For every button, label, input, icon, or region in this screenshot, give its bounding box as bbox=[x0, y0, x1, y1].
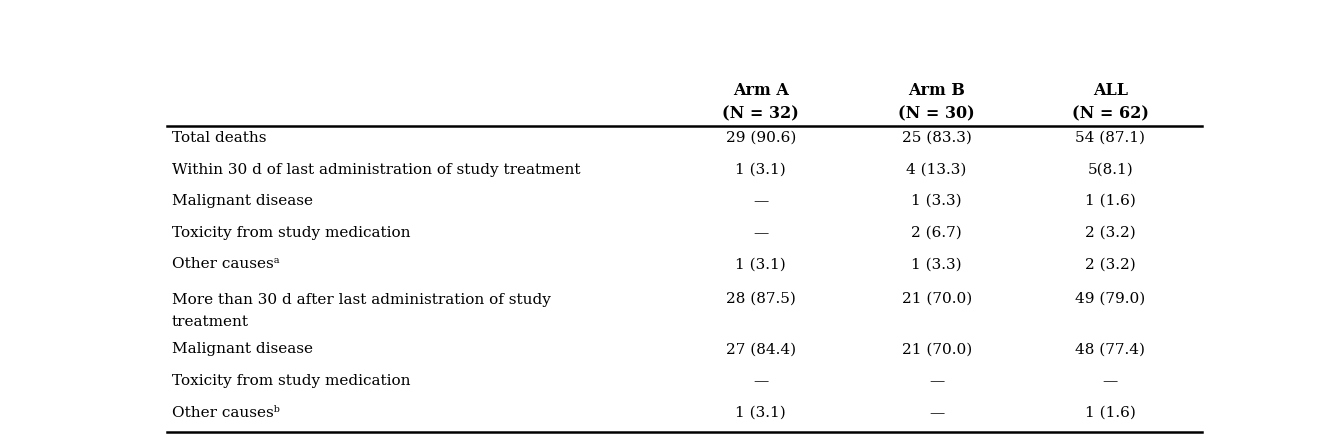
Text: —: — bbox=[753, 226, 769, 239]
Text: 1 (1.6): 1 (1.6) bbox=[1085, 406, 1136, 420]
Text: 1 (3.3): 1 (3.3) bbox=[912, 257, 963, 271]
Text: —: — bbox=[929, 406, 944, 420]
Text: 48 (77.4): 48 (77.4) bbox=[1076, 343, 1145, 356]
Text: 1 (1.6): 1 (1.6) bbox=[1085, 194, 1136, 208]
Text: 49 (79.0): 49 (79.0) bbox=[1075, 292, 1145, 306]
Text: 25 (83.3): 25 (83.3) bbox=[901, 131, 972, 145]
Text: Malignant disease: Malignant disease bbox=[172, 343, 312, 356]
Text: 54 (87.1): 54 (87.1) bbox=[1076, 131, 1145, 145]
Text: 21 (70.0): 21 (70.0) bbox=[901, 343, 972, 356]
Text: More than 30 d after last administration of study: More than 30 d after last administration… bbox=[172, 293, 551, 307]
Text: 2 (6.7): 2 (6.7) bbox=[912, 226, 963, 239]
Text: —: — bbox=[929, 374, 944, 388]
Text: ALL: ALL bbox=[1093, 82, 1128, 99]
Text: Toxicity from study medication: Toxicity from study medication bbox=[172, 226, 411, 239]
Text: 28 (87.5): 28 (87.5) bbox=[726, 292, 796, 306]
Text: 29 (90.6): 29 (90.6) bbox=[725, 131, 796, 145]
Text: Total deaths: Total deaths bbox=[172, 131, 267, 145]
Text: Other causesᵃ: Other causesᵃ bbox=[172, 257, 280, 271]
Text: Arm B: Arm B bbox=[908, 82, 965, 99]
Text: 21 (70.0): 21 (70.0) bbox=[901, 292, 972, 306]
Text: treatment: treatment bbox=[172, 315, 250, 329]
Text: 5(8.1): 5(8.1) bbox=[1088, 162, 1133, 176]
Text: 1 (3.1): 1 (3.1) bbox=[736, 257, 786, 271]
Text: Other causesᵇ: Other causesᵇ bbox=[172, 406, 280, 420]
Text: 2 (3.2): 2 (3.2) bbox=[1085, 226, 1136, 239]
Text: —: — bbox=[753, 374, 769, 388]
Text: Malignant disease: Malignant disease bbox=[172, 194, 312, 208]
Text: 27 (84.4): 27 (84.4) bbox=[726, 343, 796, 356]
Text: 2 (3.2): 2 (3.2) bbox=[1085, 257, 1136, 271]
Text: 1 (3.3): 1 (3.3) bbox=[912, 194, 963, 208]
Text: (N = 32): (N = 32) bbox=[722, 105, 800, 123]
Text: Within 30 d of last administration of study treatment: Within 30 d of last administration of st… bbox=[172, 162, 581, 176]
Text: (N = 62): (N = 62) bbox=[1072, 105, 1149, 123]
Text: Arm A: Arm A bbox=[733, 82, 789, 99]
Text: —: — bbox=[1103, 374, 1119, 388]
Text: —: — bbox=[753, 194, 769, 208]
Text: 1 (3.1): 1 (3.1) bbox=[736, 162, 786, 176]
Text: 4 (13.3): 4 (13.3) bbox=[906, 162, 967, 176]
Text: (N = 30): (N = 30) bbox=[898, 105, 975, 123]
Text: Toxicity from study medication: Toxicity from study medication bbox=[172, 374, 411, 388]
Text: 1 (3.1): 1 (3.1) bbox=[736, 406, 786, 420]
